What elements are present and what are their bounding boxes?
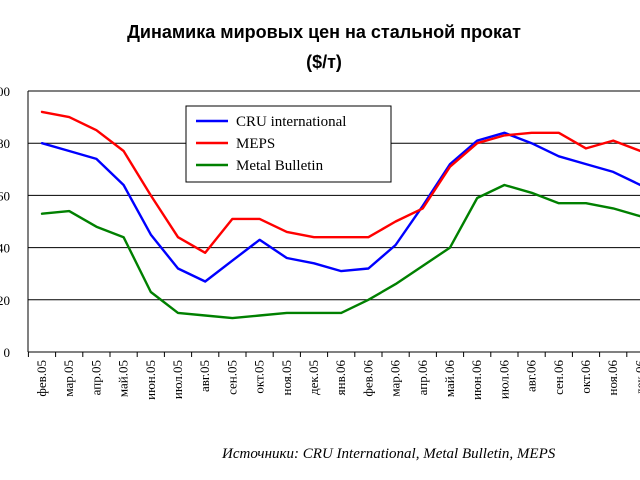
series-line-2 — [40, 183, 640, 320]
x-tick-label-21: ноя.06 — [605, 360, 620, 396]
y-tick-label-40: 40 — [0, 241, 10, 256]
legend-label-0: CRU international — [236, 114, 346, 130]
x-tick-label-7: сен.05 — [224, 360, 239, 395]
x-tick-label-13: мар.06 — [388, 360, 403, 397]
x-tick-label-2: апр.05 — [88, 360, 103, 395]
x-tick-label-8: окт.05 — [252, 360, 267, 394]
y-tick-label-20: 20 — [0, 293, 10, 308]
y-tick-label-80: 80 — [0, 136, 10, 151]
x-tick-label-9: ноя.05 — [279, 360, 294, 395]
x-tick-label-11: янв.06 — [333, 360, 348, 396]
y-tick-label-0: 0 — [4, 345, 11, 360]
source-note: Источники: CRU International, Metal Bull… — [221, 446, 556, 462]
x-tick-label-4: июн.05 — [143, 360, 158, 400]
x-tick-label-6: авг.05 — [197, 360, 212, 392]
x-tick-label-20: окт.06 — [578, 360, 593, 394]
x-tick-label-16: июн.06 — [469, 360, 484, 400]
plot-area: 0 20 40 60 80 100 фев.05 мар.05 апр.05 май.05 июн.… — [0, 84, 640, 400]
x-tick-label-18: авг.06 — [524, 360, 539, 393]
legend-label-1: MEPS — [236, 136, 275, 152]
x-tick-label-15: май.06 — [442, 360, 457, 398]
x-tick-label-0: фев.05 — [34, 360, 49, 397]
x-tick-label-14: апр.06 — [415, 360, 430, 396]
x-tick-label-10: дек.05 — [306, 360, 321, 395]
x-tick-label-3: май.05 — [116, 360, 131, 397]
series-line-1 — [40, 110, 640, 255]
chart-title: Динамика мировых цен на стальной прокат — [127, 22, 521, 42]
series-line-0 — [40, 131, 640, 283]
legend-label-2: Metal Bulletin — [236, 158, 324, 174]
x-tick-label-19: сен.06 — [551, 360, 566, 395]
x-tick-label-12: фев.06 — [360, 360, 375, 397]
x-tick-label-17: июл.06 — [496, 360, 511, 400]
chart-subtitle: ($/т) — [306, 52, 342, 72]
y-tick-label-100: 100 — [0, 84, 10, 99]
x-tick-label-5: июл.05 — [170, 360, 185, 399]
y-tick-label-60: 60 — [0, 188, 10, 203]
x-tick-label-22: дек.06 — [632, 360, 640, 395]
x-tick-label-1: мар.05 — [61, 360, 76, 397]
